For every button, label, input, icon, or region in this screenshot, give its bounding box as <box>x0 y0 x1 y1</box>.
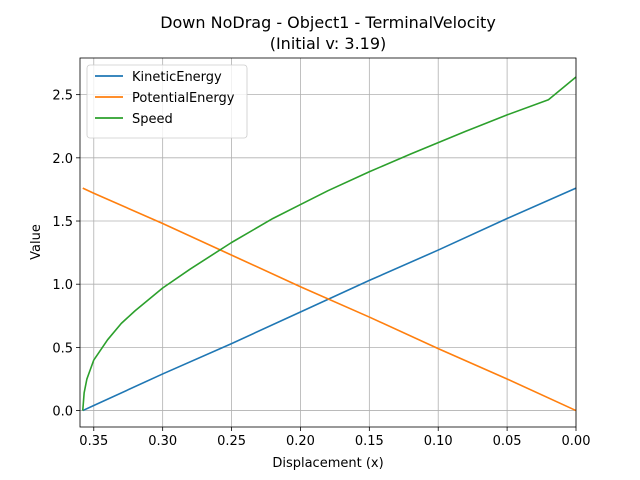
y-tick-label: 0.0 <box>52 405 73 420</box>
chart-title: Down NoDrag - Object1 - TerminalVelocity <box>160 13 496 32</box>
x-tick-label: 0.30 <box>148 434 177 449</box>
x-tick-label: 0.20 <box>286 434 315 449</box>
x-tick-label: 0.25 <box>217 434 246 449</box>
legend: KineticEnergy PotentialEnergy Speed <box>86 64 248 139</box>
x-tick-label: 0.10 <box>424 434 453 449</box>
legend-label: PotentialEnergy <box>132 91 235 106</box>
series-line-speed <box>81 76 577 411</box>
y-tick-label: 2.0 <box>52 152 73 167</box>
x-axis-ticks: 0.35 0.30 0.25 0.20 0.15 0.10 0.05 0.00 <box>79 427 590 449</box>
legend-box <box>86 64 248 139</box>
y-tick-label: 1.5 <box>52 215 73 230</box>
y-tick-label: 1.0 <box>52 278 73 293</box>
x-tick-label: 0.05 <box>493 434 522 449</box>
legend-label: Speed <box>132 112 173 127</box>
series-line-kineticenergy <box>82 187 577 412</box>
x-tick-label: 0.35 <box>79 434 108 449</box>
series-layer <box>81 76 577 412</box>
chart-subtitle: (Initial v: 3.19) <box>270 34 387 53</box>
series-line-potentialenergy <box>82 187 577 412</box>
grid-layer <box>80 58 577 427</box>
x-tick-label: 0.15 <box>355 434 384 449</box>
x-tick-label: 0.00 <box>562 434 591 449</box>
y-axis-label: Value <box>29 224 44 260</box>
y-axis-ticks: 0.0 0.5 1.0 1.5 2.0 2.5 <box>52 89 80 420</box>
plot-frame <box>79 57 577 428</box>
x-axis-label: Displacement (x) <box>272 456 383 471</box>
legend-label: KineticEnergy <box>132 70 222 85</box>
y-tick-label: 0.5 <box>52 341 73 356</box>
y-tick-label: 2.5 <box>52 89 73 104</box>
